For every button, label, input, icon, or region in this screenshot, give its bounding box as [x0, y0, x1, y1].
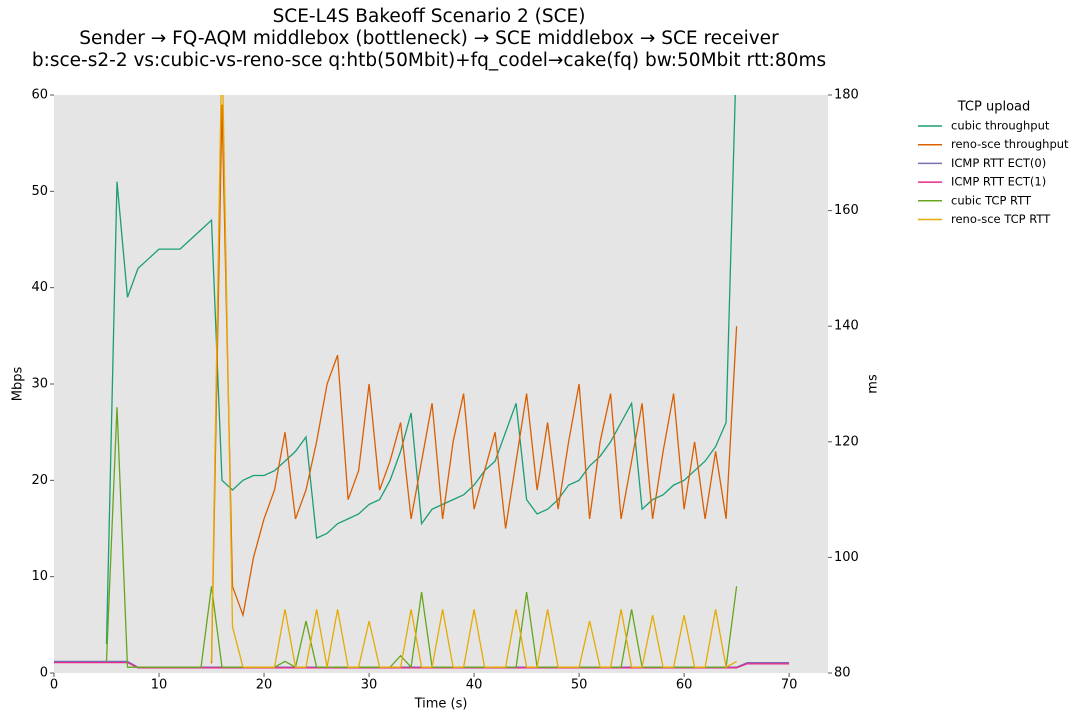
series-line	[210, 104, 738, 664]
y-tick-label: 0	[40, 666, 48, 681]
y2-tick-label: 140	[834, 319, 859, 334]
x-axis-label: Time (s)	[414, 697, 468, 712]
x-tick-label: 10	[151, 678, 168, 693]
series-line	[210, 95, 737, 669]
legend-label: ICMP RTT ECT(0)	[951, 156, 1046, 170]
legend-label: reno-sce throughput	[951, 137, 1069, 151]
x-tick-label: 50	[571, 678, 588, 693]
y2-tick-label: 80	[834, 666, 851, 681]
y2-tick-label: 180	[834, 88, 859, 103]
y-tick-label: 60	[31, 88, 48, 103]
x-tick-label: 40	[466, 678, 483, 693]
x-tick-label: 60	[676, 678, 693, 693]
plot	[54, 95, 790, 669]
y-tick-label: 10	[31, 569, 48, 584]
y2-tick-label: 100	[834, 550, 859, 565]
series-line	[105, 95, 736, 645]
legend-label: cubic throughput	[951, 119, 1050, 133]
legend-label: cubic TCP RTT	[951, 193, 1032, 207]
legend-label: ICMP RTT ECT(1)	[951, 175, 1046, 189]
y2-tick-label: 120	[834, 434, 859, 449]
legend-label: reno-sce TCP RTT	[951, 212, 1051, 226]
y-tick-label: 30	[31, 377, 48, 392]
chart-subtitle: b:sce-s2-2 vs:cubic-vs-reno-sce q:htb(50…	[32, 50, 826, 71]
x-tick-label: 30	[361, 678, 378, 693]
y-tick-label: 20	[31, 473, 48, 488]
x-tick-label: 70	[781, 678, 798, 693]
plot-area	[54, 95, 828, 673]
y2-tick-label: 160	[834, 203, 859, 218]
y2-axis-label: ms	[866, 374, 881, 394]
x-tick-label: 20	[256, 678, 273, 693]
legend-title: TCP upload	[957, 100, 1031, 115]
y-tick-label: 40	[31, 280, 48, 295]
series-line	[105, 407, 738, 669]
y-tick-label: 50	[31, 184, 48, 199]
chart-subtitle: Sender → FQ-AQM middlebox (bottleneck) →…	[79, 28, 779, 49]
y-axis-label: Mbps	[11, 367, 26, 402]
x-tick-label: 0	[50, 678, 58, 693]
chart-title: SCE-L4S Bakeoff Scenario 2 (SCE)	[273, 6, 586, 27]
